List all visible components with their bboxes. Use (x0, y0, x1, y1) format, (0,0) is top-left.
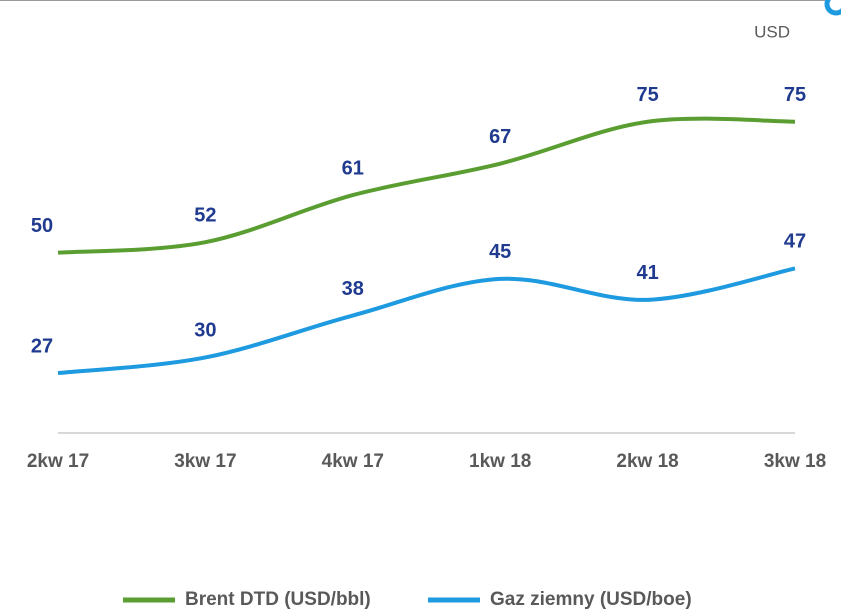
legend-label: Brent DTD (USD/bbl) (185, 589, 371, 610)
value-label: 47 (784, 231, 806, 253)
value-label: 30 (194, 320, 216, 342)
x-tick-label: 1kw 18 (469, 451, 531, 472)
value-label: 38 (342, 278, 364, 300)
x-tick-label: 4kw 17 (322, 451, 384, 472)
x-tick-label: 3kw 17 (174, 451, 236, 472)
legend-label: Gaz ziemny (USD/boe) (490, 589, 692, 610)
corner-decoration (824, 0, 841, 16)
x-tick-label: 3kw 18 (764, 451, 826, 472)
value-label: 45 (489, 241, 511, 263)
x-tick-label: 2kw 17 (27, 451, 89, 472)
y-axis-unit: USD (754, 22, 790, 41)
series-line (57, 116, 796, 255)
value-label: 52 (194, 204, 216, 226)
value-label: 41 (636, 262, 658, 284)
value-label: 67 (489, 126, 511, 148)
series-line (57, 266, 796, 376)
x-tick-label: 2kw 18 (616, 451, 678, 472)
value-label: 75 (636, 84, 658, 106)
value-label: 75 (784, 84, 806, 106)
value-label: 61 (342, 157, 364, 179)
value-label: 50 (31, 215, 53, 237)
value-label: 27 (31, 335, 53, 357)
